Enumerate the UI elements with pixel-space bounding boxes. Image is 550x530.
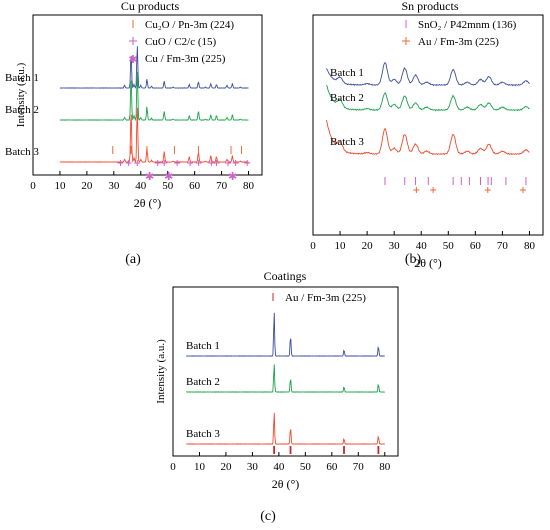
legend-marker: ✱ xyxy=(128,54,137,66)
chart-title: Cu products xyxy=(121,0,180,13)
legend-entry: Au / Fm-3m (225) xyxy=(418,36,499,48)
x-tick-label: 40 xyxy=(273,461,285,473)
series-line xyxy=(326,84,530,112)
x-axis-label: 2θ (°) xyxy=(414,256,442,270)
x-tick-label: 70 xyxy=(216,180,228,192)
x-tick-label: 20 xyxy=(220,461,232,473)
x-tick-label: 60 xyxy=(326,461,338,473)
y-axis-label: Intensity (a.u.) xyxy=(15,62,27,127)
series-line xyxy=(326,120,530,156)
panel-1: Cu products 0 10 20 30 40 50 60 70 80 2θ (°) Intens… xyxy=(5,0,263,267)
panel-3: Coatings 0 10 20 30 40 50 60 70 80 2θ (°) Intensity… xyxy=(155,269,399,524)
x-tick-label: 20 xyxy=(362,240,374,252)
series-label: Batch 2 xyxy=(330,92,364,104)
x-tick-label: 10 xyxy=(335,240,347,252)
x-tick-label: 0 xyxy=(310,240,316,252)
series-line xyxy=(186,312,385,357)
x-tick-label: 0 xyxy=(30,180,36,192)
legend-entry: CuO / C2/c (15) xyxy=(145,36,217,48)
reference-star: ✱ xyxy=(228,171,237,183)
x-tick-label: 40 xyxy=(135,180,147,192)
series-line xyxy=(59,107,249,164)
x-tick-label: 80 xyxy=(243,180,255,192)
series-label: Batch 2 xyxy=(5,104,39,116)
x-tick-label: 10 xyxy=(194,461,206,473)
series-line xyxy=(59,71,249,122)
series-label: Batch 1 xyxy=(186,340,220,352)
legend-entry: SnO₂ / P42mnm (136) xyxy=(418,19,517,31)
x-tick-label: 60 xyxy=(470,240,482,252)
series-label: Batch 1 xyxy=(5,72,39,84)
x-tick-label: 80 xyxy=(379,461,391,473)
panel-label: (c) xyxy=(260,509,276,524)
series-line xyxy=(186,364,385,393)
x-tick-label: 60 xyxy=(189,180,201,192)
x-tick-label: 50 xyxy=(162,180,174,192)
series-label: Batch 3 xyxy=(5,146,39,158)
x-tick-label: 10 xyxy=(54,180,66,192)
reference-star: ✱ xyxy=(145,171,154,183)
series-label: Batch 1 xyxy=(330,67,364,79)
series-label: Batch 3 xyxy=(186,428,220,440)
x-tick-label: 30 xyxy=(247,461,259,473)
panel-2: Sn products 0 10 20 30 40 50 60 70 80 2θ (°)(b) Bat… xyxy=(310,0,544,270)
chart-title: Sn products xyxy=(402,0,459,13)
legend-entry: Cu / Fm-3m (225) xyxy=(145,53,226,65)
chart-title: Coatings xyxy=(264,269,307,283)
x-tick-label: 80 xyxy=(524,240,536,252)
x-tick-label: 20 xyxy=(81,180,93,192)
reference-star: ✱ xyxy=(164,171,173,183)
legend-entry: Au / Fm-3m (225) xyxy=(285,292,366,304)
x-axis-label: 2θ (°) xyxy=(134,196,162,210)
panel-label: (b) xyxy=(405,252,422,267)
series-label: Batch 3 xyxy=(330,136,364,148)
series-line xyxy=(186,412,385,445)
legend-entry: Cu₂O / Pn-3m (224) xyxy=(145,19,234,31)
x-tick-label: 30 xyxy=(389,240,401,252)
x-tick-label: 50 xyxy=(300,461,312,473)
x-tick-label: 0 xyxy=(170,461,176,473)
series-line xyxy=(59,46,249,89)
x-tick-label: 40 xyxy=(416,240,428,252)
plot-frame xyxy=(172,286,399,457)
x-tick-label: 70 xyxy=(353,461,365,473)
x-tick-label: 50 xyxy=(443,240,455,252)
plot-frame xyxy=(312,14,544,236)
x-tick-label: 70 xyxy=(497,240,509,252)
panel-label: (a) xyxy=(125,252,141,267)
y-axis-label: Intensity (a.u.) xyxy=(155,339,167,404)
x-tick-label: 30 xyxy=(108,180,120,192)
series-line xyxy=(326,62,530,87)
x-axis-label: 2θ (°) xyxy=(272,477,300,491)
series-label: Batch 2 xyxy=(186,376,220,388)
plot-frame xyxy=(32,14,263,176)
